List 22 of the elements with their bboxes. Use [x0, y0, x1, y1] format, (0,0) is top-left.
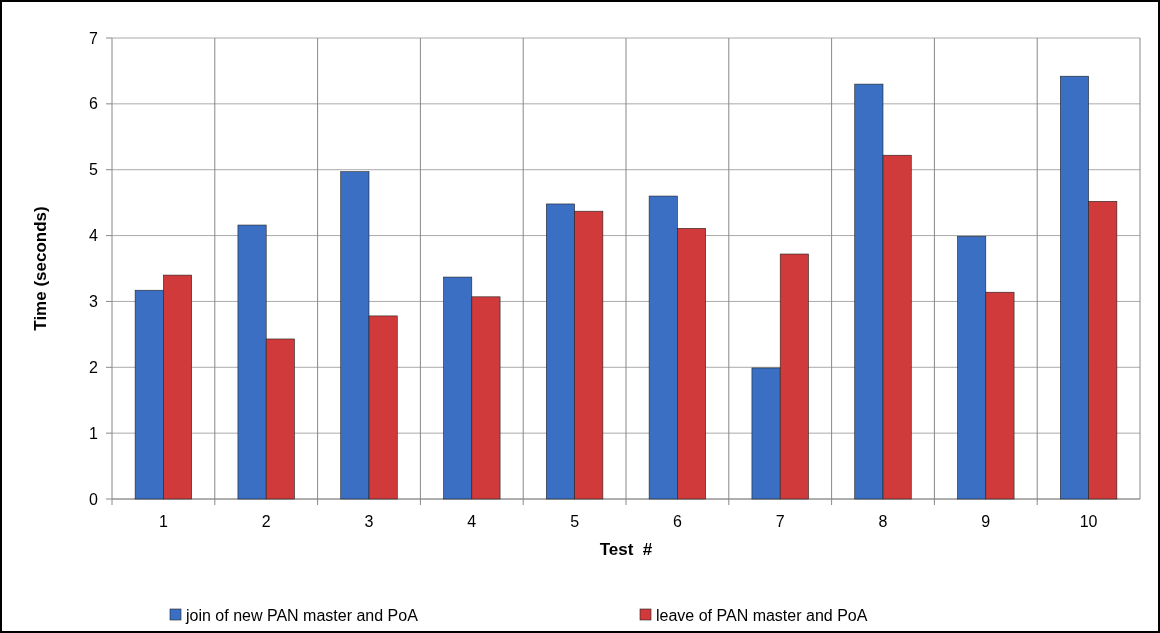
legend-label: join of new PAN master and PoA [185, 606, 419, 624]
y-axis-title: Time (seconds) [31, 206, 50, 331]
y-tick-label: 7 [89, 29, 99, 47]
x-axis-title: Test # [599, 540, 653, 559]
y-tick-label: 0 [89, 490, 99, 508]
x-tick-label: 10 [1079, 513, 1098, 530]
x-tick-label: 5 [570, 513, 580, 530]
y-tick-label: 2 [89, 358, 99, 376]
x-tick-label: 4 [467, 513, 477, 530]
y-tick-label: 4 [89, 227, 99, 245]
y-tick-label: 3 [89, 293, 99, 311]
y-tick-label: 6 [89, 95, 99, 113]
x-tick-label: 1 [158, 513, 168, 530]
legend-label: leave of PAN master and PoA [656, 606, 868, 624]
y-tick-label: 5 [89, 161, 99, 179]
x-tick-label: 7 [775, 513, 785, 530]
x-tick-label: 8 [878, 513, 888, 530]
x-tick-label: 6 [672, 513, 682, 530]
y-tick-label: 1 [89, 424, 99, 442]
x-tick-label: 2 [261, 513, 271, 530]
x-tick-label: 9 [981, 513, 991, 530]
x-tick-label: 3 [364, 513, 374, 530]
